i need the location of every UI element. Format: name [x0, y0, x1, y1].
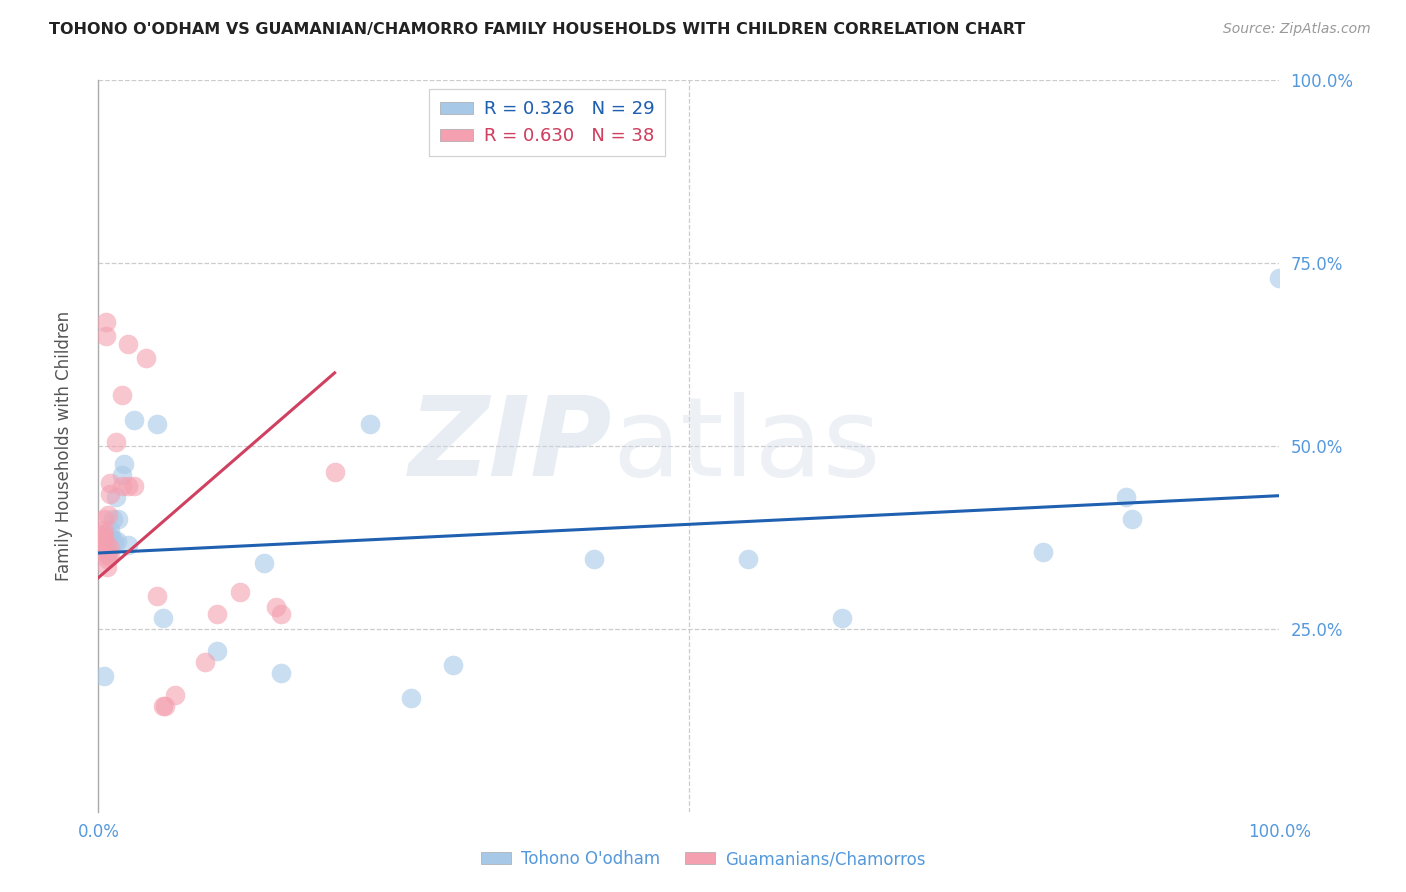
Point [165, 688, 187, 702]
Point [91, 526, 114, 541]
Legend: R = 0.326   N = 29, R = 0.630   N = 38: R = 0.326 N = 29, R = 0.630 N = 38 [429, 89, 665, 156]
Point [105, 534, 128, 549]
Point [441, 658, 464, 673]
Point [98, 475, 121, 490]
Point [97, 508, 120, 523]
Point [100, 530, 122, 544]
Point [91, 541, 114, 556]
Point [111, 468, 134, 483]
Legend: Tohono O'odham, Guamanians/Chamorros: Tohono O'odham, Guamanians/Chamorros [474, 844, 932, 875]
Point [1268, 270, 1291, 285]
Point [229, 585, 252, 599]
Point [270, 607, 292, 622]
Point [194, 655, 217, 669]
Point [253, 556, 276, 570]
Point [89, 530, 111, 544]
Point [93, 669, 115, 683]
Point [111, 388, 134, 402]
Point [323, 465, 346, 479]
Point [101, 512, 124, 526]
Text: TOHONO O'ODHAM VS GUAMANIAN/CHAMORRO FAMILY HOUSEHOLDS WITH CHILDREN CORRELATION: TOHONO O'ODHAM VS GUAMANIAN/CHAMORRO FAM… [49, 22, 1025, 37]
Point [146, 589, 169, 603]
Point [205, 644, 228, 658]
Point [97, 545, 120, 559]
Point [96, 552, 118, 566]
Point [122, 479, 145, 493]
Point [112, 457, 135, 471]
Point [94, 315, 117, 329]
Point [96, 559, 118, 574]
Point [152, 611, 174, 625]
Y-axis label: Family Households with Children: Family Households with Children [55, 311, 73, 581]
Point [91, 530, 114, 544]
Point [831, 611, 853, 625]
Point [264, 599, 287, 614]
Point [1121, 512, 1143, 526]
Point [87, 534, 110, 549]
Point [93, 523, 115, 537]
Point [93, 530, 115, 544]
Point [117, 538, 139, 552]
Point [98, 486, 121, 500]
Point [737, 552, 759, 566]
Point [153, 698, 176, 713]
Point [98, 549, 121, 563]
Point [146, 417, 169, 431]
Point [117, 479, 139, 493]
Point [111, 479, 134, 493]
Point [270, 665, 292, 680]
Point [107, 512, 129, 526]
Point [135, 351, 157, 366]
Point [98, 523, 121, 537]
Text: Source: ZipAtlas.com: Source: ZipAtlas.com [1223, 22, 1371, 37]
Point [103, 534, 125, 549]
Point [90, 545, 112, 559]
Point [401, 691, 423, 706]
Point [122, 413, 145, 427]
Point [98, 541, 121, 556]
Point [1032, 545, 1054, 559]
Point [1115, 490, 1137, 504]
Point [105, 490, 128, 504]
Point [96, 538, 118, 552]
Point [98, 530, 121, 544]
Point [93, 512, 115, 526]
Point [93, 534, 115, 549]
Point [152, 698, 174, 713]
Text: ZIP: ZIP [409, 392, 612, 500]
Point [105, 435, 128, 450]
Text: atlas: atlas [612, 392, 880, 500]
Point [205, 607, 228, 622]
Point [583, 552, 606, 566]
Point [94, 329, 117, 343]
Point [117, 336, 139, 351]
Point [97, 549, 120, 563]
Point [359, 417, 381, 431]
